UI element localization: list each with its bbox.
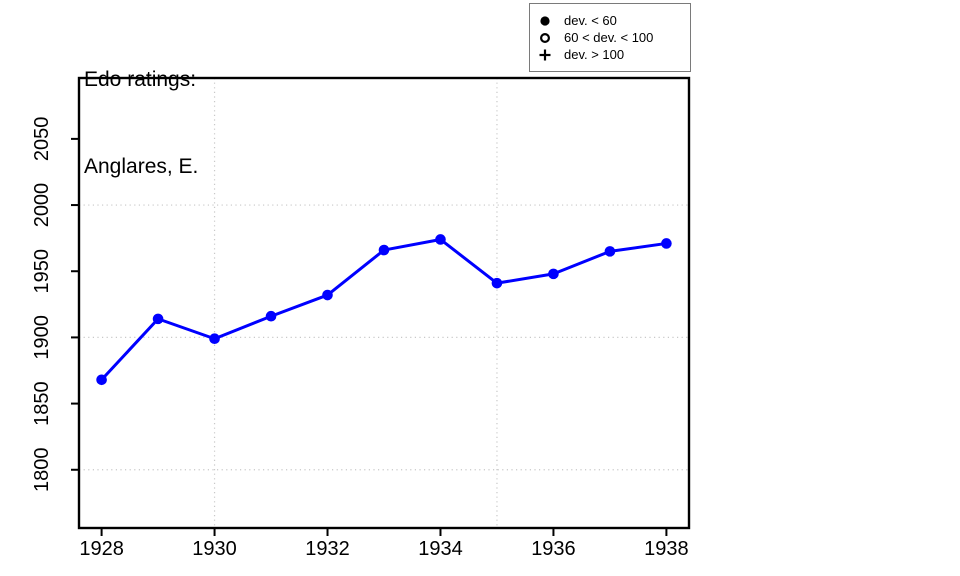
legend-item-label: dev. < 60 <box>564 13 617 28</box>
y-tick-label: 1850 <box>31 381 53 426</box>
y-tick-label: 2050 <box>31 117 53 162</box>
data-point <box>435 234 446 245</box>
legend-item-label: dev. > 100 <box>564 47 625 62</box>
x-tick-label: 1934 <box>418 538 463 560</box>
legend-item: 60 < dev. < 100 <box>530 30 690 45</box>
x-tick-label: 1938 <box>644 538 689 560</box>
y-tick-label: 1900 <box>31 315 53 360</box>
legend: dev. < 60 60 < dev. < 100 dev. > 100 <box>529 3 691 72</box>
chart-title-line-2: Anglares, E. <box>84 155 199 178</box>
x-tick-label: 1932 <box>305 538 350 560</box>
data-point <box>322 289 333 301</box>
x-tick-label: 1936 <box>531 538 576 560</box>
chart-title: Edo ratings: Anglares, E. <box>84 7 198 239</box>
legend-item: dev. > 100 <box>530 47 690 62</box>
open-circle-icon <box>539 32 551 43</box>
filled-circle-icon <box>540 15 550 26</box>
plot-box <box>77 76 691 530</box>
x-tick-label: 1930 <box>192 538 237 560</box>
y-tick-label: 1950 <box>31 249 53 294</box>
data-point <box>96 374 107 386</box>
data-point <box>152 313 164 325</box>
chart-title-line-1: Edo ratings: <box>84 68 197 91</box>
data-point <box>378 244 390 256</box>
rating-line <box>100 237 667 381</box>
y-tick-label: 2000 <box>31 183 53 228</box>
data-point <box>548 268 559 280</box>
plus-icon <box>539 49 551 60</box>
y-tick-label: 1800 <box>31 448 53 493</box>
legend-item-label: 60 < dev. < 100 <box>564 30 654 45</box>
data-point <box>661 238 672 249</box>
data-point <box>265 310 277 322</box>
legend-item: dev. < 60 <box>530 13 690 28</box>
data-point <box>491 277 503 289</box>
data-point <box>604 246 616 257</box>
data-point <box>209 333 220 345</box>
x-tick-label: 1928 <box>79 538 124 560</box>
